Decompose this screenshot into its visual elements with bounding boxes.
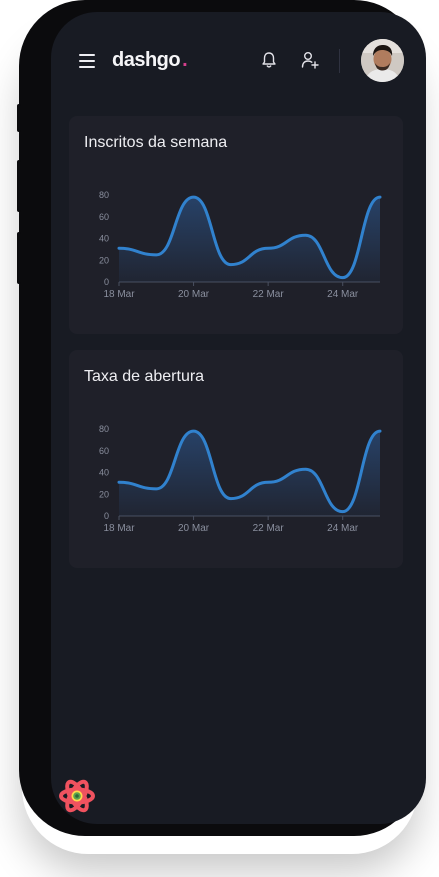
mute-switch bbox=[17, 104, 21, 132]
card-title: Inscritos da semana bbox=[84, 134, 228, 151]
open-rate-card: Taxa de abertura 0 20 40 60 80 18 Mar 20 Mar 22… bbox=[69, 350, 403, 568]
phone-screen: dashgo. bbox=[51, 12, 426, 824]
series-line bbox=[117, 195, 382, 280]
logo-text: dashgo bbox=[112, 49, 181, 71]
y-tick-label: 60 bbox=[99, 446, 109, 456]
card-title: Taxa de abertura bbox=[84, 368, 205, 385]
app-header: dashgo. bbox=[51, 12, 426, 102]
y-tick-label: 20 bbox=[99, 489, 109, 499]
avatar[interactable] bbox=[361, 39, 404, 82]
bell-icon[interactable] bbox=[261, 51, 277, 69]
menu-icon[interactable] bbox=[79, 54, 95, 68]
y-tick-label: 80 bbox=[99, 190, 109, 200]
react-query-devtools-icon[interactable] bbox=[58, 777, 96, 815]
logo-dot: . bbox=[182, 49, 188, 71]
y-tick-label: 40 bbox=[99, 234, 109, 244]
volume-up-button bbox=[17, 160, 21, 212]
y-tick-label: 80 bbox=[99, 424, 109, 434]
phone-frame: dashgo. bbox=[17, 0, 426, 836]
subscribers-chart: 0 20 40 60 80 18 Mar 20 Mar 22 Mar 24 Mar bbox=[99, 190, 382, 300]
app-logo: dashgo. bbox=[112, 49, 188, 72]
y-tick-label: 0 bbox=[104, 511, 109, 521]
y-tick-label: 40 bbox=[99, 468, 109, 478]
x-tick-label: 20 Mar bbox=[178, 289, 210, 300]
x-tick-label: 20 Mar bbox=[178, 523, 210, 534]
y-tick-label: 0 bbox=[104, 277, 109, 287]
y-tick-label: 20 bbox=[99, 255, 109, 265]
x-tick-label: 18 Mar bbox=[103, 523, 135, 534]
volume-down-button bbox=[17, 232, 21, 284]
subscribers-card: Inscritos da semana 0 20 40 60 80 18 Mar 20 Ma… bbox=[69, 116, 403, 334]
y-tick-label: 60 bbox=[99, 212, 109, 222]
x-tick-label: 24 Mar bbox=[327, 289, 359, 300]
header-divider bbox=[339, 49, 340, 73]
user-add-icon[interactable] bbox=[301, 51, 319, 69]
open-rate-chart: 0 20 40 60 80 18 Mar 20 Mar 22 Mar 24 Mar bbox=[99, 424, 382, 534]
x-tick-label: 22 Mar bbox=[253, 523, 285, 534]
avatar-image bbox=[361, 39, 404, 82]
x-tick-label: 22 Mar bbox=[253, 289, 285, 300]
series-area bbox=[119, 431, 380, 516]
x-tick-label: 24 Mar bbox=[327, 523, 359, 534]
x-tick-label: 18 Mar bbox=[103, 289, 135, 300]
series-line bbox=[117, 429, 382, 514]
series-area bbox=[119, 197, 380, 282]
